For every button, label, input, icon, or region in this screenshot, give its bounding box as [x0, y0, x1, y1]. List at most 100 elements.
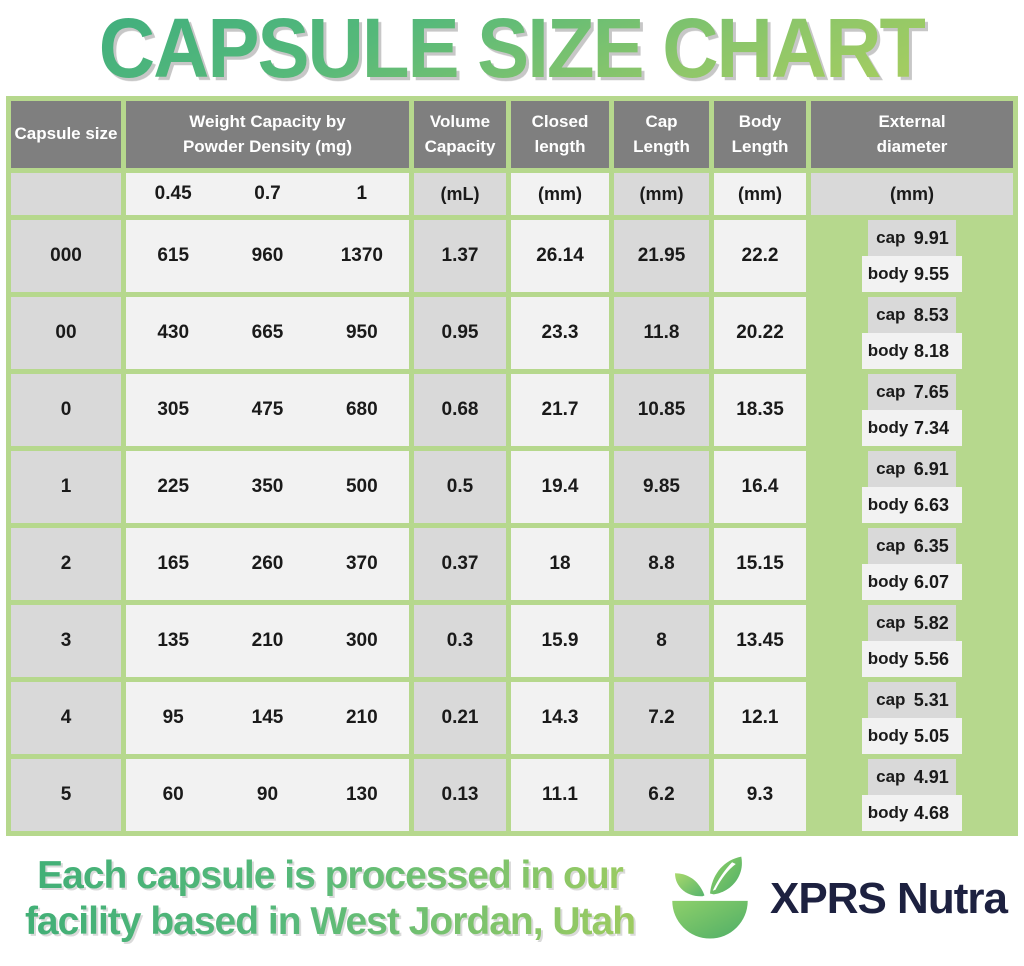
cell-body-length: 16.4 [714, 451, 806, 523]
cell-volume-capacity: 0.37 [414, 528, 506, 600]
weight-value-1: 665 [251, 322, 284, 343]
external-body-value: 5.05 [913, 725, 950, 746]
cell-capsule-size: 000 [11, 220, 121, 292]
cell-body-length: 22.2 [714, 220, 806, 292]
cell-closed-length: 18 [511, 528, 609, 600]
cell-body-length: 18.35 [714, 374, 806, 446]
cell-volume-capacity: 1.37 [414, 220, 506, 292]
external-cap-label: cap [876, 382, 906, 401]
cell-external-diameter: cap 9.91 body 9.55 [811, 220, 1013, 292]
external-diameter-cap-row: cap 5.31 [867, 682, 957, 718]
header-cap-length: Cap Length [614, 101, 709, 168]
cell-cap-length: 6.2 [614, 759, 709, 831]
external-cap-value: 6.35 [913, 535, 949, 556]
external-diameter-cap-row: cap 6.91 [867, 451, 957, 487]
external-cap-value: 9.91 [913, 227, 949, 248]
weight-value-1: 475 [251, 399, 284, 420]
external-body-label: body [867, 418, 909, 437]
cell-capsule-size: 2 [11, 528, 121, 600]
cell-body-length: 9.3 [714, 759, 806, 831]
cell-external-diameter: cap 4.91 body 4.68 [811, 759, 1013, 831]
weight-value-0: 225 [157, 476, 190, 497]
external-cap-value: 6.91 [913, 458, 949, 479]
cell-weight-capacities: 135 210 300 [126, 605, 409, 677]
unit-volume: (mL) [414, 173, 506, 215]
footer-tagline-line1: Each capsule is processed in our [37, 853, 623, 897]
brand-name: XPRS Nutra [770, 874, 1008, 923]
cell-body-length: 20.22 [714, 297, 806, 369]
cell-weight-capacities: 225 350 500 [126, 451, 409, 523]
cell-body-length: 15.15 [714, 528, 806, 600]
weight-value-0: 135 [157, 630, 190, 651]
unit-capsule-size-empty [11, 173, 121, 215]
cell-closed-length: 23.3 [511, 297, 609, 369]
external-diameter-cap-row: cap 7.65 [867, 374, 957, 410]
page-header: CAPSULE SIZE CHART [0, 0, 1024, 96]
weight-value-2: 500 [345, 476, 378, 497]
cell-volume-capacity: 0.95 [414, 297, 506, 369]
table-units-row: 0.45 0.7 1 (mL) (mm) (mm) (mm) (mm) [11, 173, 1013, 215]
cell-volume-capacity: 0.5 [414, 451, 506, 523]
header-weight-capacity: Weight Capacity by Powder Density (mg) [126, 101, 409, 168]
cell-capsule-size: 5 [11, 759, 121, 831]
cell-capsule-size: 3 [11, 605, 121, 677]
cell-capsule-size: 0 [11, 374, 121, 446]
cell-closed-length: 19.4 [511, 451, 609, 523]
external-cap-value: 7.65 [913, 381, 949, 402]
weight-value-2: 130 [345, 784, 378, 805]
external-cap-label: cap [876, 767, 906, 786]
unit-external: (mm) [811, 173, 1013, 215]
weight-value-1: 350 [251, 476, 284, 497]
cell-capsule-size: 4 [11, 682, 121, 754]
unit-densities: 0.45 0.7 1 [126, 173, 409, 215]
table-row-size-5: 5 60 90 130 0.13 11.1 6.2 9.3 cap 4.91 body 4.68 [11, 759, 1013, 831]
table-row-size-3: 3 135 210 300 0.3 15.9 8 13.45 cap 5.82 body 5.56 [11, 605, 1013, 677]
cell-external-diameter: cap 8.53 body 8.18 [811, 297, 1013, 369]
weight-value-0: 95 [162, 707, 184, 728]
cell-volume-capacity: 0.3 [414, 605, 506, 677]
unit-density-07: 0.7 [254, 183, 281, 204]
weight-value-0: 615 [157, 245, 190, 266]
cell-cap-length: 21.95 [614, 220, 709, 292]
header-closed-length: Closed length [511, 101, 609, 168]
external-cap-value: 8.53 [913, 304, 949, 325]
cell-weight-capacities: 60 90 130 [126, 759, 409, 831]
capsule-size-table: Capsule size Weight Capacity by Powder D… [6, 96, 1018, 836]
external-cap-value: 5.31 [913, 689, 949, 710]
weight-value-0: 60 [162, 784, 184, 805]
external-diameter-body-row: body 5.05 [862, 718, 962, 754]
weight-value-0: 165 [157, 553, 190, 574]
weight-value-2: 300 [345, 630, 378, 651]
table-row-size-0: 0 305 475 680 0.68 21.7 10.85 18.35 cap 7.65 body 7… [11, 374, 1013, 446]
cell-body-length: 12.1 [714, 682, 806, 754]
header-external-diameter: External diameter [811, 101, 1013, 168]
weight-value-2: 680 [345, 399, 378, 420]
footer-tagline: Each capsule is processed in our facilit… [0, 853, 660, 945]
cell-closed-length: 14.3 [511, 682, 609, 754]
weight-value-2: 950 [345, 322, 378, 343]
external-cap-label: cap [876, 536, 906, 555]
external-cap-value: 4.91 [913, 766, 949, 787]
external-body-label: body [867, 572, 909, 591]
weight-value-2: 1370 [340, 245, 383, 266]
table-row-size-00: 00 430 665 950 0.95 23.3 11.8 20.22 cap 8.53 body 8… [11, 297, 1013, 369]
footer: Each capsule is processed in our facilit… [0, 840, 1024, 958]
cell-cap-length: 8.8 [614, 528, 709, 600]
external-diameter-body-row: body 9.55 [862, 256, 962, 292]
unit-cap: (mm) [614, 173, 709, 215]
external-diameter-cap-row: cap 5.82 [867, 605, 957, 641]
header-capsule-size: Capsule size [11, 101, 121, 168]
weight-value-1: 260 [251, 553, 284, 574]
external-body-label: body [867, 264, 909, 283]
external-cap-label: cap [876, 228, 906, 247]
external-body-value: 6.07 [913, 571, 950, 592]
cell-cap-length: 7.2 [614, 682, 709, 754]
header-volume-capacity: Volume Capacity [414, 101, 506, 168]
unit-density-045: 0.45 [154, 183, 192, 204]
external-diameter-body-row: body 8.18 [862, 333, 962, 369]
cell-body-length: 13.45 [714, 605, 806, 677]
cell-volume-capacity: 0.68 [414, 374, 506, 446]
cell-weight-capacities: 165 260 370 [126, 528, 409, 600]
cell-weight-capacities: 615 960 1370 [126, 220, 409, 292]
external-body-value: 9.55 [913, 263, 950, 284]
